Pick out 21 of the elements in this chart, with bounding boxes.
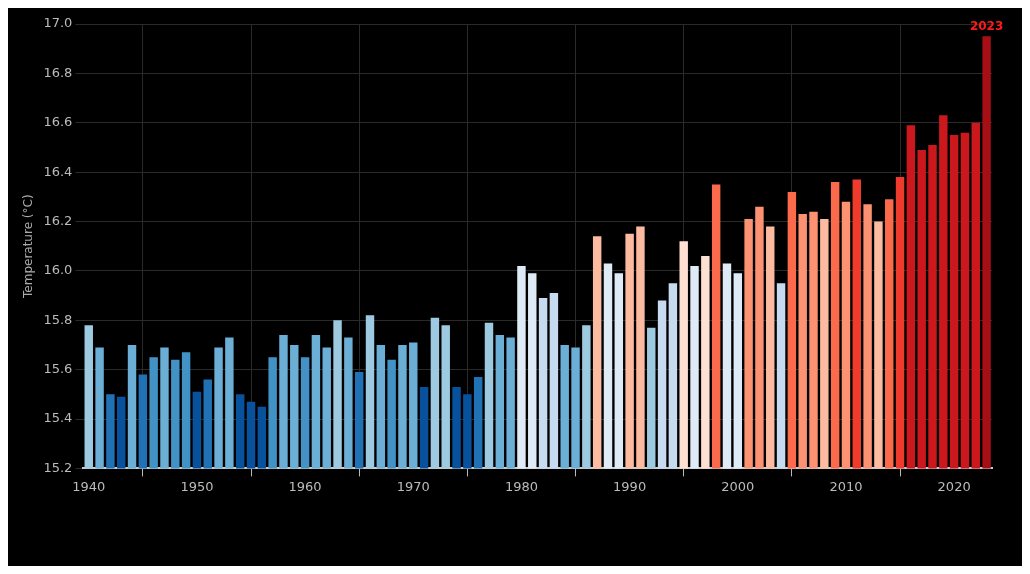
x-tick-label: 1940 (72, 478, 106, 494)
y-tick-label: 15.8 (43, 311, 73, 327)
x-tick-label: 1950 (180, 478, 214, 494)
y-tick-label: 15.4 (43, 410, 73, 426)
y-tick-label: 15.6 (43, 361, 73, 377)
y-tick-label: 16.0 (43, 262, 73, 278)
x-tick-label: 1960 (288, 478, 322, 494)
y-tick-label: 16.8 (43, 64, 73, 80)
x-tick-label: 2000 (721, 478, 755, 494)
x-tick-label: 2020 (937, 478, 971, 494)
y-axis-title: Temperature (°C) (21, 194, 36, 299)
y-tick-label: 16.4 (43, 163, 73, 179)
y-tick-label: 17.0 (43, 15, 73, 31)
x-tick-label: 1980 (504, 478, 538, 494)
annotation: 2023 (969, 19, 1004, 34)
y-tick-label: 16.6 (43, 114, 73, 130)
x-tick-label: 1970 (396, 478, 430, 494)
x-tick-label: 1990 (613, 478, 647, 494)
x-tick-label: 2010 (829, 478, 863, 494)
y-tick-label: 15.2 (43, 459, 73, 475)
y-tick-label: 16.2 (43, 212, 73, 228)
